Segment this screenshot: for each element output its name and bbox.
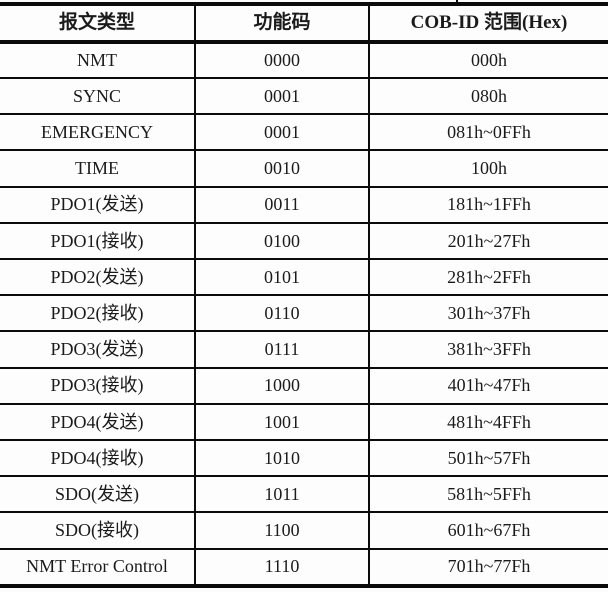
- table-row: PDO4(接收) 1010 501h~57Fh: [0, 439, 608, 476]
- cob-id-table: 报文类型 功能码 COB-ID 范围(Hex) NMT 0000 000h SY…: [0, 6, 608, 584]
- table-row: EMERGENCY 0001 081h~0FFh: [0, 113, 608, 150]
- table-row: NMT Error Control 1110 701h~77Fh: [0, 547, 608, 584]
- table-row: PDO2(发送) 0101 281h~2FFh: [0, 258, 608, 295]
- col-header-message-type: 报文类型: [0, 6, 196, 44]
- cell-message-type: PDO4(接收): [0, 439, 196, 476]
- table-row: SYNC 0001 080h: [0, 77, 608, 114]
- cell-function-code: 0101: [196, 258, 370, 295]
- table-row: PDO3(接收) 1000 401h~47Fh: [0, 366, 608, 403]
- cell-message-type: PDO3(发送): [0, 330, 196, 367]
- table-row: SDO(接收) 1100 601h~67Fh: [0, 511, 608, 548]
- cell-message-type: PDO1(接收): [0, 221, 196, 259]
- cell-cobid-range: 100h: [370, 149, 608, 185]
- cell-function-code: 1011: [196, 475, 370, 512]
- cell-cobid-range: 181h~1FFh: [370, 185, 608, 222]
- table-row: PDO1(接收) 0100 201h~27Fh: [0, 221, 608, 259]
- cell-cobid-range: 381h~3FFh: [370, 330, 608, 366]
- cell-function-code: 0001: [196, 113, 370, 150]
- table-row: PDO2(接收) 0110 301h~37Fh: [0, 294, 608, 331]
- cell-message-type: EMERGENCY: [0, 113, 196, 150]
- cell-cobid-range: 301h~37Fh: [370, 294, 608, 330]
- table-row: PDO1(发送) 0011 181h~1FFh: [0, 185, 608, 222]
- cell-cobid-range: 081h~0FFh: [370, 113, 608, 149]
- col-header-function-code: 功能码: [196, 6, 370, 44]
- cell-message-type: PDO3(接收): [0, 366, 196, 403]
- cell-function-code: 1001: [196, 402, 370, 440]
- cell-function-code: 0111: [196, 330, 370, 367]
- header-row: 报文类型 功能码 COB-ID 范围(Hex): [0, 6, 608, 44]
- cell-cobid-range: 080h: [370, 77, 608, 113]
- cell-message-type: PDO4(发送): [0, 402, 196, 440]
- cell-message-type: NMT: [0, 44, 196, 78]
- cell-message-type: PDO2(发送): [0, 258, 196, 295]
- cell-function-code: 1100: [196, 511, 370, 548]
- cell-cobid-range: 000h: [471, 50, 507, 71]
- col-header-cobid-range: COB-ID 范围(Hex): [370, 6, 608, 44]
- cell-message-type: NMT Error Control: [0, 547, 196, 584]
- table-row: SDO(发送) 1011 581h~5FFh: [0, 475, 608, 512]
- table-row: PDO3(发送) 0111 381h~3FFh: [0, 330, 608, 367]
- cell-cobid-range: 281h~2FFh: [370, 258, 608, 294]
- cell-cobid-range: 401h~47Fh: [370, 366, 608, 403]
- cell-function-code: 0011: [196, 185, 370, 222]
- cell-function-code: 0001: [196, 77, 370, 114]
- cell-cobid-range: 581h~5FFh: [370, 475, 608, 511]
- fragment-stem: [456, 0, 458, 3]
- cell-function-code: 0000: [196, 44, 370, 78]
- cell-message-type: PDO1(发送): [0, 185, 196, 222]
- cell-message-type: TIME: [0, 149, 196, 186]
- cell-cobid-range: 601h~67Fh: [370, 511, 608, 547]
- table-row: TIME 0010 100h: [0, 149, 608, 186]
- cell-message-type: SDO(接收): [0, 511, 196, 548]
- cell-function-code: 0110: [196, 294, 370, 331]
- table-row: NMT 0000 000h: [0, 44, 608, 78]
- cell-cobid-range: 701h~77Fh: [370, 547, 608, 584]
- cell-message-type: PDO2(接收): [0, 294, 196, 331]
- cell-function-code: 1110: [196, 547, 370, 584]
- cell-function-code: 0100: [196, 221, 370, 259]
- cell-cobid-range: 501h~57Fh: [370, 439, 608, 475]
- cell-function-code: 0010: [196, 149, 370, 186]
- table-row: PDO4(发送) 1001 481h~4FFh: [0, 402, 608, 440]
- cell-message-type: SYNC: [0, 77, 196, 114]
- cell-cobid-range: 481h~4FFh: [370, 402, 608, 439]
- cell-message-type: SDO(发送): [0, 475, 196, 512]
- cell-cobid-range: 201h~27Fh: [370, 221, 608, 258]
- cell-function-code: 1000: [196, 366, 370, 403]
- cell-function-code: 1010: [196, 439, 370, 476]
